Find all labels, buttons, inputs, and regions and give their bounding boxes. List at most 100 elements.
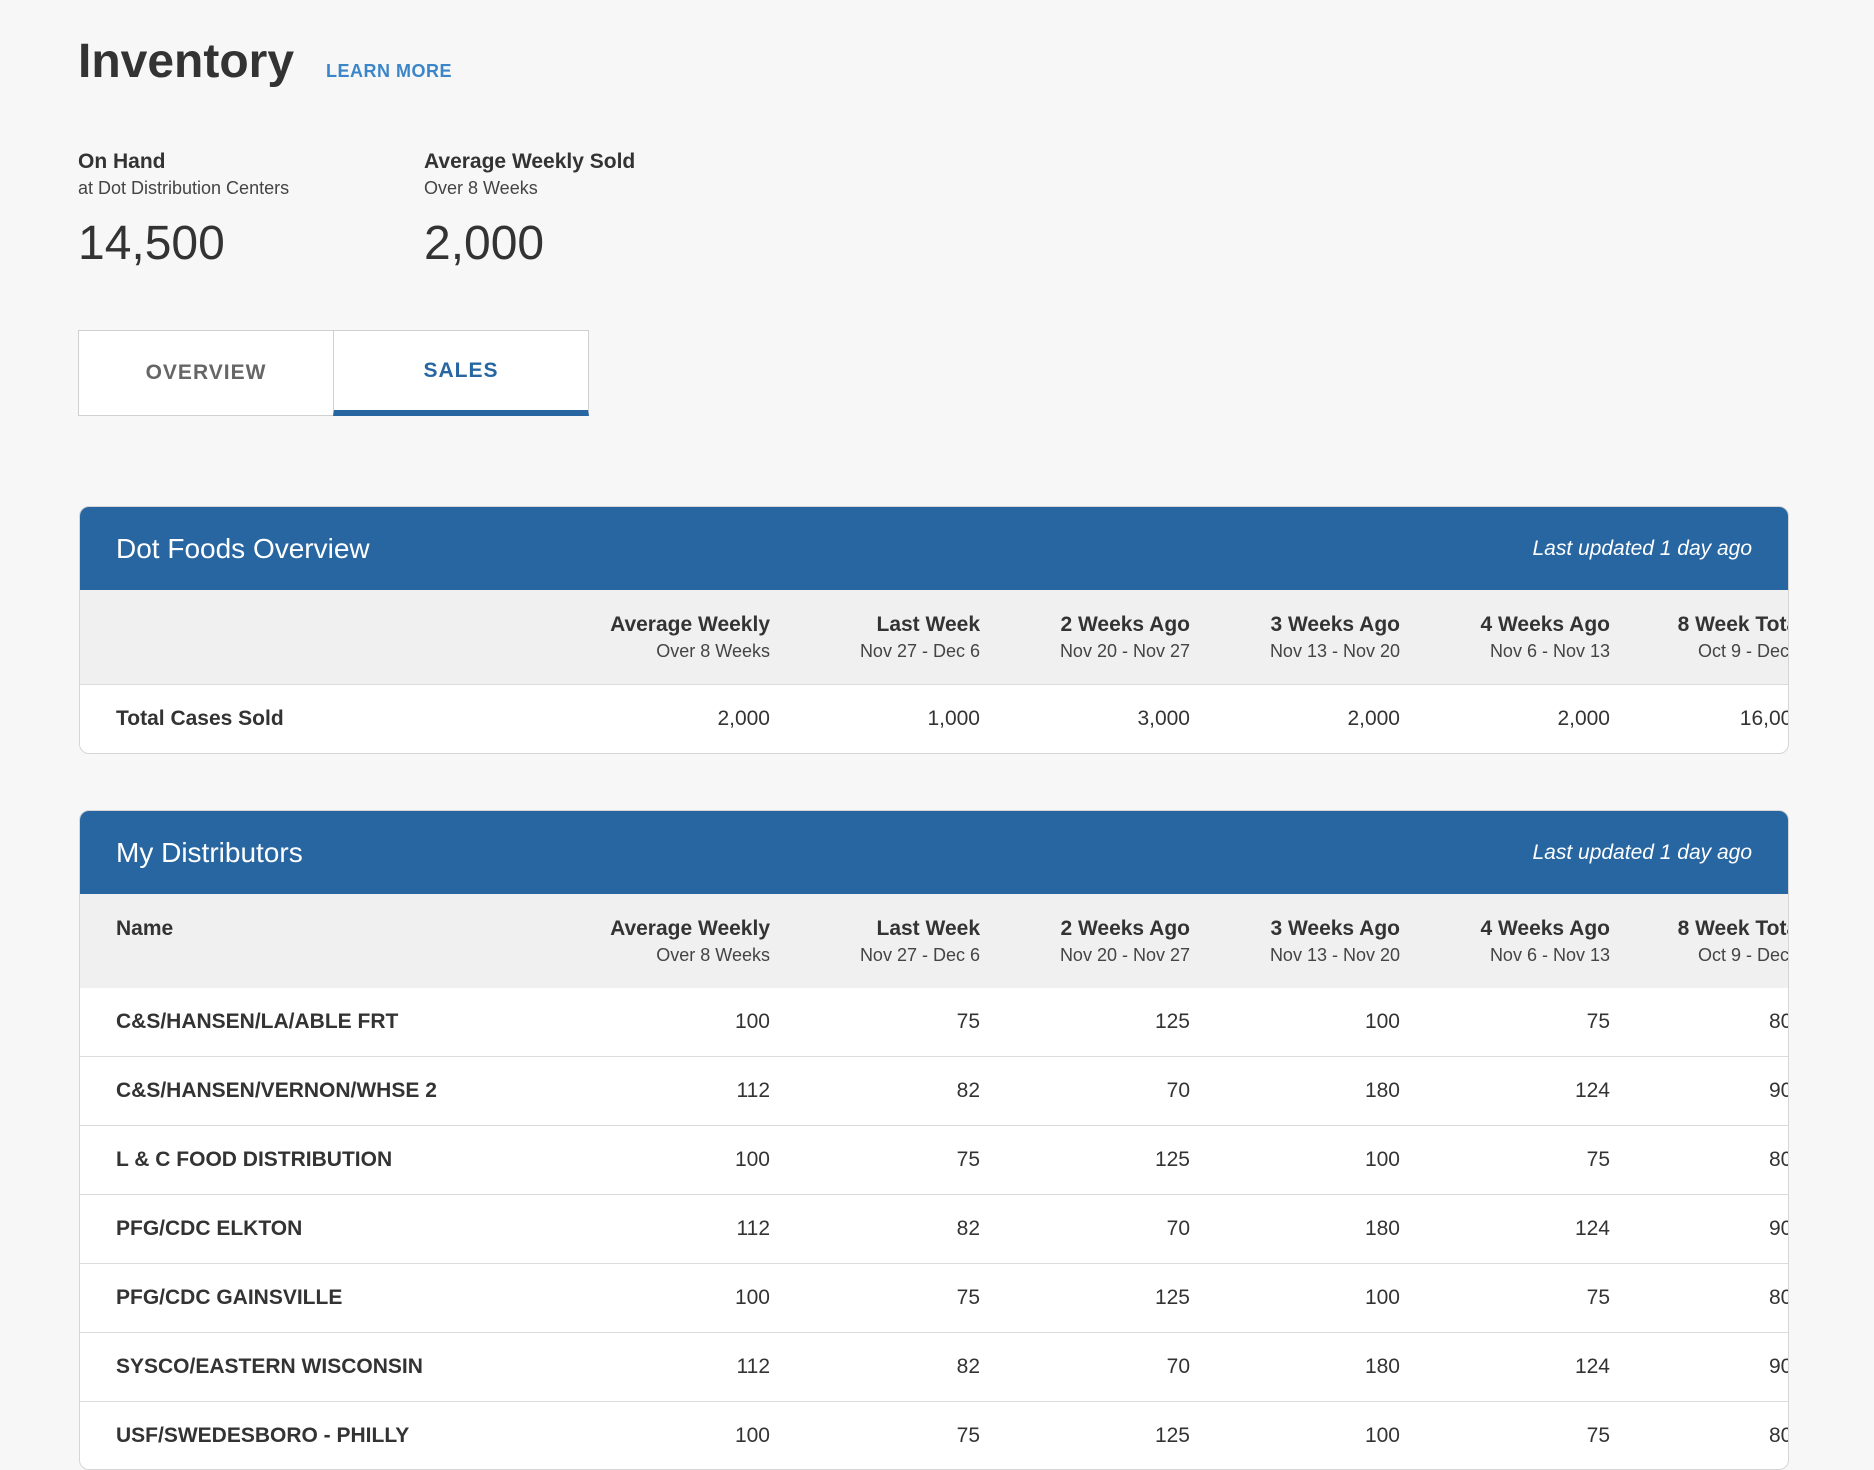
table-row[interactable]: L & C FOOD DISTRIBUTION 100 75 125 100 7…: [80, 1126, 1789, 1195]
column-header-subtitle: Nov 27 - Dec 6: [770, 639, 980, 663]
table-cell: 75: [770, 988, 980, 1057]
table-cell: 100: [487, 988, 770, 1057]
column-header-subtitle: Oct 9 - Dec 6: [1610, 639, 1789, 663]
table-row[interactable]: SYSCO/EASTERN WISCONSIN 112 82 70 180 12…: [80, 1333, 1789, 1402]
avg-weekly-sold-value: 2,000: [424, 216, 770, 272]
distributor-name: SYSCO/EASTERN WISCONSIN: [80, 1333, 487, 1402]
table-cell: 124: [1400, 1195, 1610, 1264]
table-cell: 180: [1190, 1057, 1400, 1126]
table-cell: 900: [1610, 1333, 1789, 1402]
overview-card-header: Dot Foods Overview Last updated 1 day ag…: [80, 507, 1788, 590]
table-row[interactable]: C&S/HANSEN/VERNON/WHSE 2 112 82 70 180 1…: [80, 1057, 1789, 1126]
table-row[interactable]: USF/SWEDESBORO - PHILLY 100 75 125 100 7…: [80, 1402, 1789, 1470]
overview-card-title: Dot Foods Overview: [116, 533, 370, 565]
column-header: 8 Week TotalOct 9 - Dec 6: [1610, 590, 1789, 685]
overview-header-blank: [80, 590, 487, 685]
column-header-subtitle: Nov 20 - Nov 27: [980, 943, 1190, 967]
table-cell: 75: [1400, 1264, 1610, 1333]
table-cell: 800: [1610, 1402, 1789, 1470]
on-hand-stat: On Hand at Dot Distribution Centers 14,5…: [78, 148, 424, 272]
table-cell: 3,000: [980, 685, 1190, 754]
distributors-last-updated: Last updated 1 day ago: [1532, 841, 1752, 865]
table-cell: 112: [487, 1195, 770, 1264]
table-cell: 100: [1190, 988, 1400, 1057]
table-cell: 2,000: [1190, 685, 1400, 754]
stats-summary: On Hand at Dot Distribution Centers 14,5…: [78, 148, 770, 272]
column-header-subtitle: Oct 9 - Dec 6: [1610, 943, 1789, 967]
table-cell: 112: [487, 1333, 770, 1402]
page-title: Inventory: [78, 34, 294, 90]
column-header: 8 Week TotalOct 9 - Dec 6: [1610, 894, 1789, 988]
column-header-title: Average Weekly: [487, 915, 770, 943]
table-cell: 125: [980, 988, 1190, 1057]
table-cell: 70: [980, 1195, 1190, 1264]
column-header-title: Name: [116, 915, 487, 943]
distributors-card-header: My Distributors Last updated 1 day ago: [80, 811, 1788, 894]
column-header-subtitle: Nov 27 - Dec 6: [770, 943, 980, 967]
table-row: Total Cases Sold 2,000 1,000 3,000 2,000…: [80, 685, 1789, 754]
column-header-title: 4 Weeks Ago: [1400, 611, 1610, 639]
table-cell: 800: [1610, 1126, 1789, 1195]
table-row[interactable]: PFG/CDC ELKTON 112 82 70 180 124 900: [80, 1195, 1789, 1264]
row-name: Total Cases Sold: [80, 685, 487, 754]
table-cell: 180: [1190, 1333, 1400, 1402]
distributor-name: USF/SWEDESBORO - PHILLY: [80, 1402, 487, 1470]
table-cell: 75: [1400, 988, 1610, 1057]
table-cell: 124: [1400, 1333, 1610, 1402]
table-row[interactable]: PFG/CDC GAINSVILLE 100 75 125 100 75 800: [80, 1264, 1789, 1333]
my-distributors-card: My Distributors Last updated 1 day ago N…: [79, 810, 1789, 1470]
table-cell: 75: [770, 1402, 980, 1470]
table-cell: 16,000: [1610, 685, 1789, 754]
avg-weekly-sold-stat: Average Weekly Sold Over 8 Weeks 2,000: [424, 148, 770, 272]
distributors-card-title: My Distributors: [116, 837, 303, 869]
table-cell: 800: [1610, 988, 1789, 1057]
column-header-title: 8 Week Total: [1610, 915, 1789, 943]
column-header-title: 8 Week Total: [1610, 611, 1789, 639]
table-cell: 100: [487, 1126, 770, 1195]
table-cell: 82: [770, 1333, 980, 1402]
column-header-title: Average Weekly: [487, 611, 770, 639]
table-cell: 2,000: [1400, 685, 1610, 754]
column-header-subtitle: Nov 13 - Nov 20: [1190, 639, 1400, 663]
tab-overview[interactable]: OVERVIEW: [78, 330, 334, 416]
on-hand-sublabel: at Dot Distribution Centers: [78, 176, 424, 200]
column-header-title: Last Week: [770, 611, 980, 639]
column-header-subtitle: Nov 13 - Nov 20: [1190, 943, 1400, 967]
table-cell: 800: [1610, 1264, 1789, 1333]
table-cell: 100: [487, 1264, 770, 1333]
distributor-name: C&S/HANSEN/LA/ABLE FRT: [80, 988, 487, 1057]
column-header-title: Last Week: [770, 915, 980, 943]
avg-weekly-sold-label: Average Weekly Sold: [424, 148, 770, 176]
view-tabs: OVERVIEW SALES: [78, 330, 589, 416]
distributor-name: PFG/CDC ELKTON: [80, 1195, 487, 1264]
table-cell: 100: [1190, 1264, 1400, 1333]
column-header-subtitle: Over 8 Weeks: [487, 639, 770, 663]
table-cell: 75: [1400, 1126, 1610, 1195]
column-header-title: 3 Weeks Ago: [1190, 611, 1400, 639]
on-hand-label: On Hand: [78, 148, 424, 176]
table-cell: 2,000: [487, 685, 770, 754]
table-cell: 124: [1400, 1057, 1610, 1126]
distributor-name: L & C FOOD DISTRIBUTION: [80, 1126, 487, 1195]
learn-more-link[interactable]: LEARN MORE: [326, 61, 452, 82]
table-cell: 112: [487, 1057, 770, 1126]
table-row[interactable]: C&S/HANSEN/LA/ABLE FRT 100 75 125 100 75…: [80, 988, 1789, 1057]
table-cell: 1,000: [770, 685, 980, 754]
tab-sales[interactable]: SALES: [333, 330, 589, 416]
table-cell: 75: [770, 1264, 980, 1333]
column-header-title: 4 Weeks Ago: [1400, 915, 1610, 943]
table-cell: 75: [1400, 1402, 1610, 1470]
title-row: Inventory LEARN MORE: [78, 34, 452, 90]
